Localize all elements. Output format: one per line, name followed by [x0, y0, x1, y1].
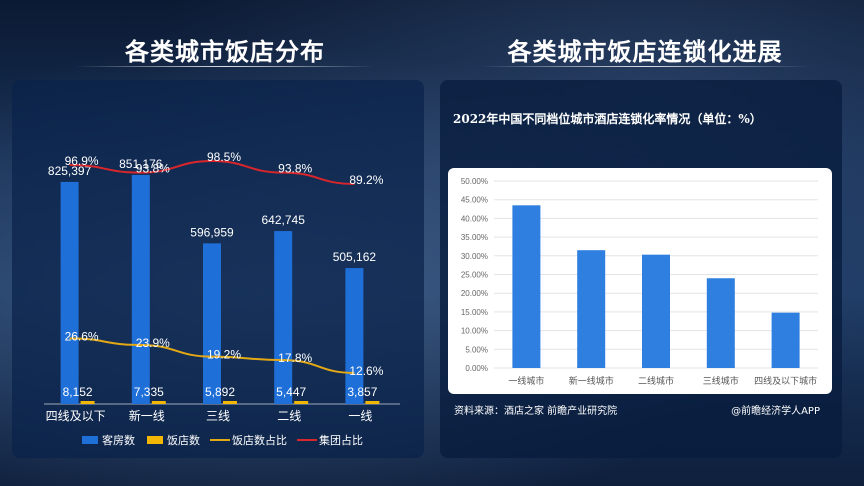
x-tick-label: 三线	[206, 409, 230, 423]
hotel-value-label: 7,335	[134, 385, 164, 399]
room-bar-1	[131, 174, 150, 404]
line-value-label: 98.5%	[207, 150, 241, 164]
y-tick-label: 10.00%	[461, 327, 488, 336]
room-value-label: 505,162	[333, 250, 377, 264]
y-tick-label: 40.00%	[461, 214, 488, 223]
x-tick-label: 二线	[277, 409, 301, 423]
legend-label-1: 饭店数	[167, 433, 200, 447]
y-tick-label: 5.00%	[465, 345, 488, 354]
y-tick-label: 50.00%	[461, 177, 488, 186]
room-bar-3	[274, 231, 293, 404]
y-tick-label: 0.00%	[465, 364, 488, 373]
x-tick-label: 四线及以下	[46, 409, 106, 423]
left-section-title: 各类城市饭店分布	[125, 38, 325, 66]
credit-note: @前瞻经济学人APP	[731, 406, 820, 417]
right-chart-area	[448, 168, 832, 394]
right-chart-subtitle: 2022年中国不同档位城市酒店连锁化率情况（单位：%）	[453, 112, 762, 126]
chain-rate-bar-3	[706, 278, 735, 368]
line-value-label: 93.8%	[278, 162, 312, 176]
y-tick-label: 25.00%	[461, 271, 488, 280]
room-value-label: 642,745	[262, 213, 306, 227]
chain-rate-bar-0	[512, 205, 541, 368]
source-note: 资料来源：酒店之家 前瞻产业研究院	[454, 406, 618, 417]
x-tick-label: 一线	[348, 409, 372, 423]
x-tick-label: 一线城市	[508, 375, 544, 387]
line-value-label: 89.2%	[349, 173, 383, 187]
room-bar-4	[345, 268, 364, 404]
line-value-label: 26.6%	[65, 329, 99, 343]
right-title-underline	[480, 66, 810, 67]
legend-swatch-1	[147, 436, 163, 444]
x-tick-label: 四线及以下城市	[754, 375, 817, 387]
line-series-3	[69, 160, 355, 185]
hotel-bar-2	[223, 401, 237, 404]
x-tick-label: 新一线	[129, 408, 165, 423]
y-tick-label: 20.00%	[461, 289, 488, 298]
room-bar-2	[203, 243, 221, 404]
x-tick-label: 三线城市	[703, 375, 739, 387]
legend-swatch-0	[82, 436, 98, 444]
line-value-label: 96.9%	[65, 154, 99, 168]
chain-rate-bar-4	[771, 312, 800, 368]
room-value-label: 851,176	[119, 157, 163, 171]
hotel-value-label: 3,857	[347, 385, 377, 399]
line-series-2	[69, 337, 355, 374]
hotel-value-label: 5,892	[205, 385, 235, 399]
line-value-label: 17.8%	[278, 351, 312, 365]
line-value-label: 12.6%	[349, 364, 383, 378]
y-tick-label: 45.00%	[461, 196, 488, 205]
hotel-bar-0	[80, 401, 95, 404]
room-value-label: 596,959	[190, 225, 234, 239]
y-tick-label: 15.00%	[461, 308, 488, 317]
y-tick-label: 35.00%	[461, 233, 488, 242]
hotel-value-label: 8,152	[63, 385, 93, 399]
hotel-bar-3	[294, 401, 309, 404]
legend-label-2: 饭店数占比	[232, 433, 287, 447]
room-value-label: 825,397	[48, 164, 92, 178]
room-bar-0	[60, 181, 79, 404]
chain-rate-bar-2	[642, 254, 670, 368]
hotel-value-label: 5,447	[276, 385, 306, 399]
x-tick-label: 二线城市	[638, 375, 674, 387]
x-tick-label: 新一线城市	[569, 375, 614, 387]
hotel-bar-1	[151, 401, 166, 404]
hotel-bar-4	[365, 401, 380, 404]
left-combo-chart: 825,397 851,176 596,959 642,745 505,162 8,152…	[44, 150, 400, 447]
right-section-title: 各类城市饭店连锁化进展	[507, 38, 783, 66]
right-bar-chart: 0.00% 5.00% 10.00% 15.00% 20.00% 25.00% 30.00%…	[461, 177, 818, 387]
legend-label-3: 集团占比	[319, 433, 363, 447]
line-value-label: 93.8%	[136, 162, 170, 176]
y-tick-label: 30.00%	[461, 252, 488, 261]
legend-label-0: 客房数	[102, 433, 135, 447]
line-value-label: 19.2%	[207, 348, 241, 362]
line-value-label: 23.9%	[136, 336, 170, 350]
chain-rate-bar-1	[577, 250, 606, 368]
left-title-underline	[75, 66, 375, 67]
